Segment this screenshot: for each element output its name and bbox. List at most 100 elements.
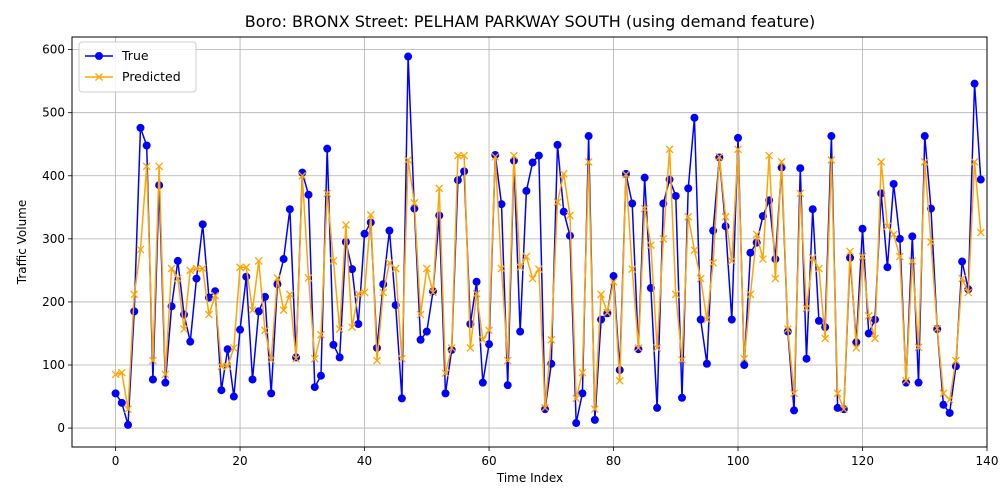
data-point-predicted — [746, 290, 755, 299]
data-point-true — [939, 400, 948, 409]
data-point-true — [416, 335, 425, 344]
data-point-true — [503, 381, 512, 390]
data-point-true — [590, 415, 599, 424]
data-point-true — [740, 361, 749, 369]
data-point-predicted — [323, 189, 332, 198]
data-point-predicted — [460, 151, 469, 160]
data-point-predicted — [416, 310, 425, 319]
data-point-true — [217, 386, 226, 395]
data-point-predicted — [590, 405, 599, 414]
data-point-predicted — [279, 306, 288, 315]
data-point-predicted — [578, 368, 587, 377]
data-point-true — [348, 265, 357, 274]
data-point-predicted — [204, 310, 213, 319]
data-point-predicted — [429, 288, 437, 297]
data-point-predicted — [373, 356, 381, 365]
data-point-true — [541, 405, 550, 414]
series-line-predicted — [115, 148, 982, 410]
data-point-predicted — [808, 253, 817, 262]
data-point-predicted — [441, 369, 450, 378]
data-point-predicted — [422, 264, 431, 273]
data-point-predicted — [124, 405, 132, 414]
data-point-true — [248, 375, 257, 384]
data-point-predicted — [665, 145, 674, 154]
data-point-true — [148, 375, 157, 384]
data-point-true — [329, 340, 338, 349]
data-point-predicted — [217, 362, 226, 371]
data-point-predicted — [690, 246, 699, 255]
x-tick-label: 120 — [851, 454, 874, 468]
data-point-predicted — [503, 356, 512, 365]
x-axis-ticks: 0 20 40 60 80 100 120 140 — [112, 447, 998, 468]
data-point-predicted — [715, 152, 724, 161]
data-point-predicted — [410, 198, 419, 207]
data-point-predicted — [497, 264, 506, 273]
data-point-predicted — [839, 405, 848, 414]
data-point-predicted — [130, 290, 139, 299]
data-point-predicted — [783, 325, 792, 334]
data-point-predicted — [727, 256, 736, 265]
y-tick-label: 600 — [42, 43, 65, 57]
data-point-true — [790, 406, 799, 415]
data-point-predicted — [752, 230, 761, 239]
data-point-predicted — [198, 264, 207, 273]
data-point-predicted — [348, 323, 357, 332]
data-point-predicted — [858, 252, 867, 261]
data-point-predicted — [833, 389, 842, 398]
data-point-predicted — [310, 354, 319, 363]
data-point-predicted — [553, 198, 562, 207]
data-point-predicted — [634, 344, 643, 352]
data-point-true — [914, 378, 923, 387]
data-point-true — [814, 316, 823, 325]
data-point-predicted — [192, 264, 201, 273]
data-point-predicted — [211, 291, 220, 300]
data-point-true — [808, 205, 817, 214]
data-point-predicted — [951, 356, 960, 365]
data-point-predicted — [734, 145, 742, 154]
data-point-predicted — [721, 212, 730, 221]
data-point-predicted — [366, 210, 375, 219]
data-point-predicted — [802, 304, 811, 313]
data-point-true — [920, 132, 929, 141]
data-point-predicted — [790, 389, 799, 398]
data-point-predicted — [821, 334, 830, 343]
data-point-true — [354, 320, 363, 328]
data-point-predicted — [229, 344, 238, 352]
y-tick-label: 300 — [42, 232, 65, 246]
data-point-predicted — [236, 263, 245, 272]
data-point-predicted — [273, 273, 282, 282]
series-layer — [111, 52, 985, 429]
legend-entry-predicted: Predicted — [85, 69, 181, 84]
data-point-true — [578, 389, 587, 398]
data-point-true — [397, 394, 406, 403]
data-point-predicted — [777, 157, 786, 166]
data-point-predicted — [304, 273, 313, 282]
data-point-predicted — [478, 335, 487, 344]
data-point-predicted — [945, 395, 954, 404]
data-point-true — [173, 256, 182, 265]
data-point-true — [584, 132, 593, 141]
data-point-true — [142, 141, 151, 150]
data-point-predicted — [341, 221, 350, 229]
data-point-predicted — [329, 256, 338, 265]
data-point-true — [970, 79, 979, 88]
y-tick-label: 0 — [57, 421, 65, 435]
data-point-true — [285, 205, 294, 214]
data-point-true — [559, 207, 568, 216]
data-point-predicted — [597, 290, 606, 299]
data-point-predicted — [491, 152, 500, 161]
data-point-predicted — [609, 277, 618, 286]
data-point-predicted — [976, 228, 985, 237]
data-point-predicted — [522, 252, 531, 261]
data-point-predicted — [964, 288, 973, 297]
data-point-predicted — [927, 238, 935, 246]
data-point-predicted — [148, 356, 157, 365]
data-point-predicted — [472, 289, 481, 298]
data-point-predicted — [248, 306, 257, 315]
data-point-predicted — [155, 162, 164, 171]
data-point-true — [136, 123, 145, 132]
data-point-true — [908, 232, 917, 241]
data-point-predicted — [740, 354, 749, 363]
data-point-predicted — [186, 266, 195, 275]
